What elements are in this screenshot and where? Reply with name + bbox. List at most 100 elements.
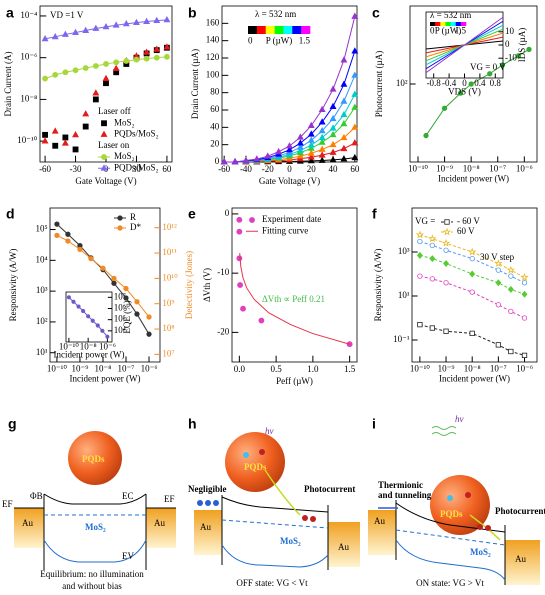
au-block xyxy=(505,540,540,585)
label: Au xyxy=(22,518,33,528)
label: MoS₂ xyxy=(280,536,301,546)
data-point xyxy=(494,259,503,268)
diagram-h: h hν PQDs Negligible Photocurrent Au MoS… xyxy=(188,416,360,588)
legend-label: R xyxy=(130,212,136,222)
data-point xyxy=(236,255,243,262)
legend-marker xyxy=(117,225,123,231)
data-point xyxy=(521,315,528,321)
caption: Equilibrium: no illumination xyxy=(40,569,144,579)
x-tick-label: 0.5 xyxy=(270,364,282,374)
x-tick-label: 0.0 xyxy=(234,364,246,374)
x-tick-label: 10⁻⁷ xyxy=(490,363,507,373)
annotation: λ = 532 nm xyxy=(430,10,471,20)
data-point xyxy=(307,130,315,137)
data-point xyxy=(163,16,171,23)
data-point xyxy=(61,30,69,37)
arrow xyxy=(264,469,301,516)
valence-band xyxy=(395,539,506,581)
data-point xyxy=(286,142,293,149)
conduction-band xyxy=(221,496,329,513)
data-point xyxy=(329,155,337,163)
data-point xyxy=(329,124,337,131)
x-axis-label: Gate Voltage (V) xyxy=(259,176,320,186)
y-tick-label: 10⁴ xyxy=(35,254,47,264)
carrier xyxy=(465,492,471,498)
annotation: VG = 0 V xyxy=(470,62,506,72)
diagram-i: i hν Thermionic and tunneling PQDs Photo… xyxy=(368,414,545,588)
colorbar-segment xyxy=(440,22,446,26)
series-line xyxy=(56,234,150,318)
panel-label: a xyxy=(6,5,14,21)
series-line xyxy=(425,16,504,74)
legend-marker xyxy=(101,154,107,160)
x-tick-label: 10⁻⁶ xyxy=(516,163,533,173)
legend-label: MoS₂ xyxy=(114,151,135,161)
data-point xyxy=(71,299,76,304)
valence-band xyxy=(221,544,329,568)
data-point xyxy=(86,314,91,319)
x-tick-label: -60 xyxy=(39,164,51,174)
y-tick-label: 10⁻¹ xyxy=(393,334,410,344)
data-point xyxy=(415,230,425,239)
data-point xyxy=(329,85,337,92)
data-point xyxy=(95,323,100,328)
data-point xyxy=(351,139,359,146)
data-point xyxy=(515,53,522,59)
label: PQDs xyxy=(440,509,463,519)
y-axis-label: Photocurrent (µA) xyxy=(374,51,384,117)
data-point xyxy=(495,342,501,348)
y-tick-label: 160 xyxy=(206,17,220,27)
data-point xyxy=(526,46,532,53)
data-point xyxy=(441,238,451,247)
plot-frame xyxy=(411,207,538,363)
data-point xyxy=(469,330,475,337)
legend-label: Experiment date xyxy=(262,214,321,224)
data-point xyxy=(329,102,337,109)
au-block xyxy=(368,510,396,555)
data-point xyxy=(468,247,477,256)
y-tick-label: 10⁻⁸ xyxy=(20,93,37,103)
y-tick-label: 10³ xyxy=(398,246,410,256)
data-point xyxy=(351,103,359,110)
y-axis-label: ΔVth (V) xyxy=(202,268,212,302)
photon xyxy=(431,426,457,436)
label: Au xyxy=(154,518,165,528)
data-point xyxy=(296,152,304,159)
data-point xyxy=(102,74,110,81)
data-point xyxy=(103,80,109,87)
x-tick-label: 10⁻⁶ xyxy=(99,341,116,351)
x-tick-label: 1.0 xyxy=(307,364,319,374)
valence-band xyxy=(43,539,147,563)
x-tick-label: 10⁻⁶ xyxy=(141,363,158,373)
legend-label: MoS₂ xyxy=(114,117,135,127)
data-point xyxy=(81,308,86,314)
pqd xyxy=(68,431,122,485)
data-point xyxy=(429,242,435,249)
data-point xyxy=(82,110,90,117)
data-point xyxy=(72,146,79,153)
electron xyxy=(477,524,483,530)
caption: and without bias xyxy=(62,581,122,591)
data-point xyxy=(417,273,423,279)
y-tick-label: 10² xyxy=(36,316,48,326)
panel-label: i xyxy=(372,416,376,432)
fermi-level xyxy=(221,519,329,529)
data-point xyxy=(307,136,315,143)
y2-tick-label: 10¹² xyxy=(162,222,177,232)
data-point xyxy=(329,140,337,148)
y-tick-label: 0 xyxy=(505,39,510,49)
data-point xyxy=(146,331,152,337)
y-tick-label: 10³ xyxy=(36,285,48,295)
label: Negligible xyxy=(188,484,227,494)
annotation: 30 V step xyxy=(480,252,515,262)
colorbar-segment xyxy=(445,22,451,26)
label: Au xyxy=(338,542,349,552)
legend-marker xyxy=(101,120,107,127)
y-tick-label: 140 xyxy=(206,35,220,45)
data-point xyxy=(113,59,120,66)
legend-marker xyxy=(117,215,123,221)
x-tick-label: -0.8 xyxy=(427,78,442,88)
data-point xyxy=(242,156,250,163)
data-point xyxy=(429,325,435,331)
data-point xyxy=(428,234,437,243)
